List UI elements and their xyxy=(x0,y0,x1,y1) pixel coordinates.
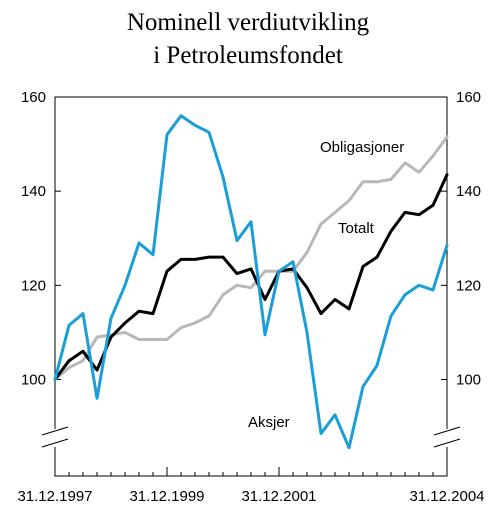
x-tick-label: 31.12.1999 xyxy=(129,488,204,505)
y-tick-label-left: 140 xyxy=(21,183,46,200)
series-label-obligasjoner: Obligasjoner xyxy=(320,139,404,156)
y-tick-label-left: 160 xyxy=(21,89,46,106)
y-tick-label-right: 160 xyxy=(456,89,481,106)
chart-title-line-2: i Petroleumsfondet xyxy=(153,42,343,69)
series-line-obligasjoner xyxy=(53,135,449,381)
y-tick-label-right: 140 xyxy=(456,183,481,200)
y-tick-label-right: 100 xyxy=(456,372,481,389)
series-label-totalt: Totalt xyxy=(338,220,375,237)
x-tick-label: 31.12.1997 xyxy=(17,488,92,505)
y-tick-label-left: 100 xyxy=(21,372,46,389)
y-tick-label-right: 120 xyxy=(456,277,481,294)
axis-break-mark-right xyxy=(433,438,461,448)
y-tick-label-left: 120 xyxy=(21,277,46,294)
axis-break-mark-right xyxy=(433,426,461,436)
series-label-aksjer: Aksjer xyxy=(248,414,290,431)
chart-series-labels: Obligasjoner Totalt Aksjer xyxy=(248,139,404,431)
x-tick-label: 31.12.2001 xyxy=(241,488,316,505)
axis-break-mark-left xyxy=(41,426,69,436)
chart-title-line-1: Nominell verdiutvikling xyxy=(127,9,370,36)
axis-break-mark-left xyxy=(41,438,69,448)
chart-series xyxy=(53,114,449,450)
series-line-totalt xyxy=(53,173,449,381)
chart-axes: 100 100 120 120 140 140 160 160 31.12.1997 31.12.… xyxy=(17,89,484,505)
x-tick-label: 31.12.2004 xyxy=(409,488,484,505)
axis-break-gap-right xyxy=(444,429,450,447)
axis-break-gap-left xyxy=(52,429,58,447)
series-line-aksjer xyxy=(53,114,449,450)
